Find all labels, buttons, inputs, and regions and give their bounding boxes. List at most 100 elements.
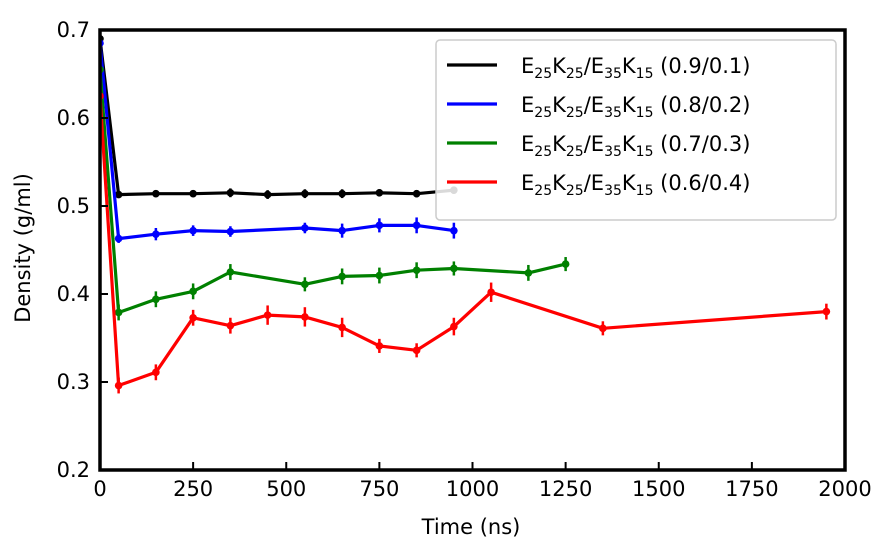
legend-subscript: 15 [636, 105, 654, 121]
plot-marks [100, 35, 831, 394]
series-0 [100, 35, 458, 199]
x-tick-label: 500 [266, 477, 306, 501]
legend-text-part: /E [584, 54, 604, 78]
data-point [226, 189, 235, 197]
data-point [226, 227, 235, 236]
data-point [114, 234, 123, 243]
legend-text-part: E [521, 54, 534, 78]
data-point [412, 189, 421, 198]
data-point [524, 269, 533, 277]
y-tick-label: 0.4 [57, 282, 90, 306]
legend-text-part: K [552, 93, 567, 117]
legend-subscript: 25 [566, 144, 584, 160]
data-point [301, 224, 309, 232]
legend-entry-3: E25K25/E35K15 (0.6/0.4) [447, 171, 750, 199]
y-tick-label: 0.5 [57, 194, 90, 218]
legend-text-part: (0.9/0.1) [654, 54, 751, 78]
legend-text-part: /E [584, 171, 604, 195]
series-2 [100, 65, 570, 321]
data-point [152, 230, 160, 238]
data-point [301, 189, 309, 198]
legend-text-part: K [552, 54, 567, 78]
x-tick-label: 750 [359, 477, 399, 501]
data-point [450, 322, 458, 331]
legend-text-part: E [521, 93, 534, 117]
legend-text-part: /E [584, 132, 604, 156]
x-tick-label: 1750 [725, 477, 778, 501]
legend-subscript: 35 [604, 144, 622, 160]
y-axis-title: Density (g/ml) [11, 173, 35, 323]
data-point [152, 295, 160, 304]
legend-subscript: 15 [636, 66, 654, 82]
data-point [338, 272, 346, 281]
data-point [301, 280, 309, 289]
data-point [487, 288, 495, 297]
series-line-2 [100, 69, 566, 315]
legend-text-part: K [552, 171, 567, 195]
legend-box [435, 39, 837, 221]
legend-label: E25K25/E35K15 (0.7/0.3) [521, 132, 750, 160]
legend-label: E25K25/E35K15 (0.9/0.1) [521, 54, 750, 82]
x-tick-label: 1000 [446, 477, 499, 501]
data-point [226, 321, 235, 330]
legend-text-part: (0.6/0.4) [654, 171, 751, 195]
data-point [375, 342, 384, 350]
data-point [189, 287, 197, 296]
data-point [412, 221, 421, 230]
legend-text-part: K [622, 54, 637, 78]
data-point [338, 189, 346, 198]
data-point [599, 324, 607, 333]
data-point [189, 226, 197, 235]
legend-subscript: 25 [566, 66, 584, 82]
y-tick-label: 0.2 [57, 458, 90, 482]
data-point [412, 266, 421, 275]
data-point [114, 308, 123, 317]
data-point [561, 260, 570, 268]
legend-subscript: 35 [604, 183, 622, 199]
legend-label: E25K25/E35K15 (0.6/0.4) [521, 171, 750, 199]
x-tick-label: 1500 [632, 477, 685, 501]
legend-label: E25K25/E35K15 (0.8/0.2) [521, 93, 750, 121]
legend-subscript: 25 [534, 144, 552, 160]
plot-area [100, 35, 831, 394]
legend-text-part: K [622, 171, 637, 195]
legend-text-part: K [622, 132, 637, 156]
series-line-0 [100, 38, 455, 197]
data-point [152, 368, 160, 377]
series-3 [100, 91, 831, 394]
data-point [375, 189, 384, 197]
data-point [263, 190, 272, 199]
legend-subscript: 25 [534, 183, 552, 199]
legend-subscript: 35 [604, 105, 622, 121]
axes: 0 250 500 750 1000 1250 1500 1750 2000 0.2 0.3 0.4 0… [57, 18, 872, 501]
legend-text-part: /E [584, 93, 604, 117]
data-point [189, 189, 197, 198]
legend-subscript: 25 [566, 105, 584, 121]
legend-entry-0: E25K25/E35K15 (0.9/0.1) [447, 54, 750, 82]
data-point [114, 381, 123, 390]
data-point [375, 271, 384, 280]
series-line-1 [100, 43, 455, 241]
x-tick-label: 1250 [539, 477, 592, 501]
y-tick-label: 0.7 [57, 18, 90, 42]
legend-text-part: E [521, 171, 534, 195]
data-point [301, 313, 309, 321]
legend-text-part: (0.8/0.2) [654, 93, 751, 117]
legend-subscript: 25 [566, 183, 584, 199]
x-tick-label: 250 [173, 477, 213, 501]
series-line-3 [100, 95, 827, 388]
data-point [450, 264, 458, 273]
data-point [226, 268, 235, 276]
data-point [412, 346, 421, 355]
legend-subscript: 15 [636, 183, 654, 199]
x-tick-label: 0 [93, 477, 106, 501]
data-point [450, 226, 458, 235]
data-point [152, 189, 160, 198]
data-point [822, 307, 831, 316]
legend-text-part: E [521, 132, 534, 156]
x-tick-label: 2000 [818, 477, 871, 501]
y-tick-label: 0.6 [57, 106, 90, 130]
x-axis-title: Time (ns) [421, 515, 521, 539]
legend-text-part: K [622, 93, 637, 117]
